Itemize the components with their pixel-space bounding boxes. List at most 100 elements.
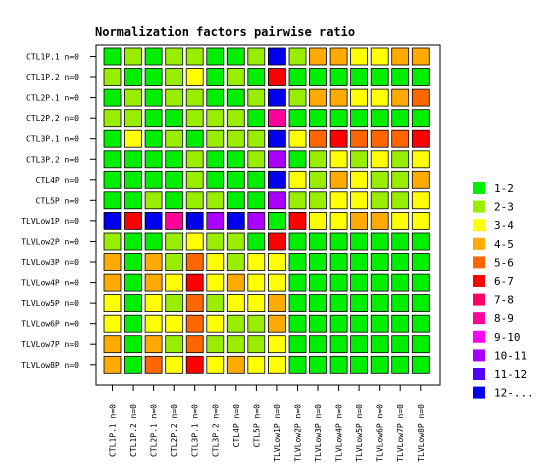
heatmap-cell bbox=[226, 355, 245, 374]
heatmap-cell bbox=[165, 68, 184, 86]
heatmap-cell bbox=[144, 170, 163, 189]
legend-label: 8-9 bbox=[494, 312, 514, 325]
heatmap-cell bbox=[309, 232, 327, 251]
heatmap-cell bbox=[350, 314, 369, 333]
heatmap-cell bbox=[288, 170, 307, 189]
heatmap-cell bbox=[103, 109, 122, 128]
heatmap-cell bbox=[411, 47, 430, 66]
heatmap-cell bbox=[309, 68, 327, 86]
heatmap-cell bbox=[103, 211, 122, 230]
heatmap-cell bbox=[391, 355, 410, 374]
legend-swatch bbox=[473, 312, 485, 325]
heatmap-cell bbox=[411, 273, 430, 292]
heatmap-cell bbox=[309, 170, 327, 189]
heatmap-cell bbox=[124, 68, 142, 86]
heatmap-cell bbox=[309, 150, 327, 169]
row-label: TLVLow5P n=0 bbox=[21, 299, 79, 308]
heatmap-cell bbox=[350, 211, 369, 230]
heatmap-cell bbox=[329, 232, 348, 251]
heatmap-cell bbox=[267, 150, 286, 169]
heatmap-cell bbox=[185, 109, 204, 128]
heatmap-cell bbox=[247, 294, 266, 313]
legend-swatch bbox=[473, 330, 485, 343]
heatmap-cell bbox=[329, 314, 348, 333]
heatmap-cell bbox=[267, 129, 286, 148]
heatmap-cell bbox=[206, 355, 225, 374]
heatmap-cell bbox=[391, 211, 410, 230]
heatmap-cell bbox=[165, 47, 184, 66]
heatmap-cell bbox=[411, 335, 430, 354]
heatmap-cell bbox=[370, 47, 389, 66]
heatmap-cell bbox=[103, 232, 122, 251]
heatmap-cell bbox=[144, 150, 163, 169]
column-label: TLVLow5P n=0 bbox=[355, 404, 364, 462]
row-label: CTL4P n=0 bbox=[36, 176, 80, 185]
plot-frame bbox=[95, 44, 441, 386]
heatmap-cell bbox=[267, 88, 286, 107]
heatmap-cell bbox=[391, 47, 410, 66]
heatmap-cell bbox=[124, 88, 142, 107]
heatmap-cell bbox=[247, 273, 266, 292]
heatmap-cell bbox=[411, 109, 430, 128]
heatmap-cell bbox=[247, 129, 266, 148]
heatmap-cell bbox=[144, 253, 163, 271]
heatmap-cell bbox=[103, 68, 122, 86]
column-label: TLVLow4P n=0 bbox=[335, 404, 344, 462]
heatmap-cell bbox=[103, 150, 122, 169]
heatmap-cell bbox=[165, 294, 184, 313]
heatmap-cell bbox=[411, 294, 430, 313]
legend-label: 4-5 bbox=[494, 238, 514, 251]
heatmap-cell bbox=[124, 170, 142, 189]
heatmap-cell bbox=[124, 150, 142, 169]
heatmap-cell bbox=[206, 150, 225, 169]
heatmap-cell bbox=[370, 109, 389, 128]
heatmap-cell bbox=[411, 129, 430, 148]
row-label: TLVLow6P n=0 bbox=[21, 320, 79, 329]
column-label: CTL3P.1 n=0 bbox=[191, 404, 200, 457]
heatmap-cell bbox=[226, 150, 245, 169]
heatmap-cell bbox=[267, 294, 286, 313]
heatmap-cell bbox=[144, 314, 163, 333]
heatmap-cell bbox=[103, 355, 122, 374]
heatmap-cell bbox=[165, 129, 184, 148]
heatmap-cell bbox=[144, 273, 163, 292]
heatmap-cell bbox=[309, 335, 327, 354]
heatmap-cell bbox=[309, 273, 327, 292]
heatmap-cell bbox=[350, 191, 369, 210]
heatmap-cell bbox=[411, 314, 430, 333]
heatmap-cell bbox=[411, 232, 430, 251]
heatmap-cell bbox=[350, 47, 369, 66]
column-label: TLVLow1P n=0 bbox=[273, 404, 282, 462]
column-label: TLVLow8P n=0 bbox=[417, 404, 426, 462]
heatmap-cell bbox=[226, 335, 245, 354]
legend-swatch bbox=[473, 386, 485, 399]
row-label: CTL2P.2 n=0 bbox=[26, 114, 79, 123]
heatmap-cell bbox=[309, 191, 327, 210]
heatmap-cell bbox=[350, 335, 369, 354]
heatmap-cell bbox=[165, 253, 184, 271]
legend-swatch bbox=[473, 275, 485, 287]
legend-label: 6-7 bbox=[494, 275, 514, 288]
heatmap-cell bbox=[206, 273, 225, 292]
row-label: CTL2P.1 n=0 bbox=[26, 94, 79, 103]
chart-title: Normalization factors pairwise ratio bbox=[95, 25, 355, 39]
heatmap-cell bbox=[247, 47, 266, 66]
heatmap-cell bbox=[350, 273, 369, 292]
heatmap-cell bbox=[391, 68, 410, 86]
heatmap-cell bbox=[124, 109, 142, 128]
row-label: CTL3P.1 n=0 bbox=[26, 135, 79, 144]
heatmap-cell bbox=[226, 68, 245, 86]
heatmap-cell bbox=[329, 109, 348, 128]
heatmap-cell bbox=[144, 294, 163, 313]
heatmap-cell bbox=[370, 294, 389, 313]
row-label: CTL1P.2 n=0 bbox=[26, 73, 79, 82]
heatmap-cell bbox=[206, 88, 225, 107]
heatmap-cell bbox=[288, 150, 307, 169]
heatmap-cell bbox=[103, 170, 122, 189]
legend-label: 7-8 bbox=[494, 294, 514, 307]
row-label: TLVLow2P n=0 bbox=[21, 238, 79, 247]
heatmap-cell bbox=[124, 47, 142, 66]
column-label: TLVLow6P n=0 bbox=[376, 404, 385, 462]
heatmap-cell bbox=[267, 273, 286, 292]
heatmap-cell bbox=[350, 253, 369, 271]
